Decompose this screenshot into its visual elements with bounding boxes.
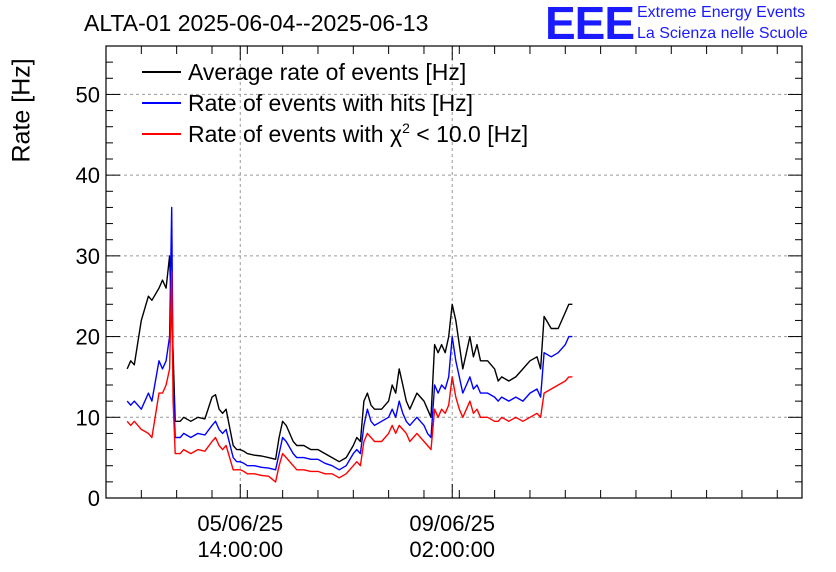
x-tick-label-date: 05/06/25: [197, 511, 283, 536]
series-line-0: [126, 255, 573, 463]
grid-lines: [106, 46, 802, 498]
legend-entry-2: Rate of events with χ2 < 10.0 [Hz]: [188, 120, 528, 147]
y-tick-label: 40: [76, 163, 100, 188]
x-tick-label-time: 02:00:00: [409, 537, 495, 562]
series-line-2: [126, 271, 573, 483]
x-tick-label-time: 14:00:00: [197, 537, 283, 562]
chart-title: ALTA-01 2025-06-04--2025-06-13: [84, 10, 429, 36]
y-tick-label: 20: [76, 325, 100, 350]
eee-logo: EEE: [545, 0, 635, 49]
y-tick-label: 10: [76, 405, 100, 430]
tick-marks: [106, 46, 802, 499]
y-tick-label: 30: [76, 244, 100, 269]
legend-entry-1: Rate of events with hits [Hz]: [188, 90, 473, 116]
logo-caption-line1: Extreme Energy Events: [637, 4, 806, 21]
series-line-1: [126, 206, 573, 471]
logo-caption-line2: La Scienza nelle Scuole: [637, 25, 808, 42]
y-tick-label: 0: [88, 486, 100, 511]
legend: Average rate of events [Hz] Rate of event…: [142, 59, 528, 147]
series-group: [126, 206, 573, 483]
y-tick-label: 50: [76, 82, 100, 107]
x-tick-label-date: 09/06/25: [409, 511, 495, 536]
legend-entry-0: Average rate of events [Hz]: [188, 59, 466, 85]
